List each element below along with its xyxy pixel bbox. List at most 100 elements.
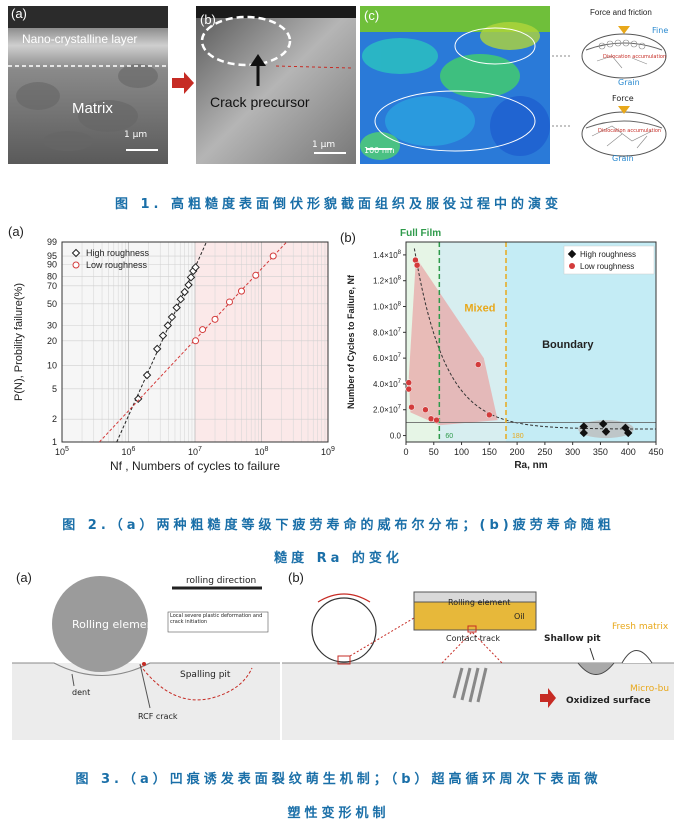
fig1-b-label: (b) (200, 12, 216, 27)
tick-label: 4.0×107 (373, 379, 402, 389)
fresh-matrix-label: Fresh matrix (612, 622, 669, 632)
tick-label: 99 (47, 237, 57, 247)
nano-layer-label: Nano-crystalline layer (22, 32, 138, 46)
fig1-grain-schematic (552, 26, 667, 157)
data-point (180, 287, 189, 297)
data-point (167, 312, 177, 322)
tick-label: 90 (47, 260, 57, 270)
x-axis-label: Ra, nm (514, 460, 547, 471)
legend-label: High roughness (86, 248, 150, 258)
fig1-panel-a-micrograph (8, 6, 168, 164)
data-point (486, 411, 493, 419)
tick-label: 1.4×108 (373, 250, 402, 260)
trend-curve (413, 248, 657, 430)
data-point (579, 428, 588, 438)
tick-label: 109 (321, 446, 335, 457)
data-point (624, 428, 633, 438)
tick-label: 50 (429, 447, 439, 457)
tick-label: 70 (47, 281, 57, 291)
tick-label: 1.2×108 (373, 276, 402, 286)
grain-label-top: Grain (618, 78, 640, 87)
tick-label: 2 (52, 414, 57, 424)
data-point (142, 370, 152, 380)
fig1-a-scale: 1 μm (124, 130, 148, 140)
rolling-element-label: Rolling element (72, 618, 158, 631)
data-point (158, 331, 168, 340)
tick-label: 300 (565, 447, 580, 457)
tick-label: 1.0×108 (373, 302, 402, 312)
data-point (601, 427, 611, 436)
data-point (211, 315, 219, 323)
legend-box (563, 245, 655, 275)
tick-label: 150 (482, 447, 497, 457)
x-axis-label: Nf , Numbers of cycles to failure (110, 459, 280, 473)
figure-2-caption-line1: 图 2.（a）两种粗糙度等级下疲劳寿命的威布尔分布；(b)疲劳寿命随粗 (62, 518, 615, 533)
data-point (191, 263, 200, 272)
oxidized-surface-label: Oxidized surface (566, 696, 651, 706)
data-point (422, 406, 429, 413)
low-roughness-envelope (408, 257, 498, 426)
data-point (599, 419, 608, 429)
data-point (237, 287, 245, 295)
fig1-a-label: (a) (11, 6, 27, 21)
data-point (152, 344, 162, 354)
tick-label: 80 (47, 271, 57, 281)
micro-bump-label: Micro-bu (630, 684, 670, 694)
plot-frame (61, 241, 329, 443)
tick-label: 2.0×107 (373, 405, 402, 415)
tick-label: 105 (55, 446, 69, 457)
tick-label: 95 (47, 251, 57, 261)
figure-3-caption-line1: 图 3.（a）凹痕诱发表面裂纹萌生机制；（b）超高循环周次下表面微 (75, 772, 602, 787)
tick-label: 100 (454, 447, 469, 457)
legend-marker (569, 263, 575, 269)
fig1-panel-c-ebsd-map (360, 6, 550, 164)
fig1-b-scale: 1 μm (312, 140, 336, 150)
data-point (474, 361, 482, 368)
fig1-c-label: (c) (364, 8, 380, 23)
rolling-direction-label: rolling direction (186, 576, 257, 586)
contact-track-label: Contact track (446, 634, 501, 643)
tick-label: 6.0×107 (373, 353, 402, 363)
legend-label: High roughness (580, 250, 636, 259)
y-axis-label: Number of Cycles to Failure, Nf (346, 274, 356, 409)
dislocation-note-bottom: Dislocation accumulation (598, 128, 662, 134)
legend-marker (72, 261, 80, 269)
data-point (186, 273, 196, 282)
chart-a-panel-label: (a) (8, 224, 24, 239)
data-point (427, 415, 435, 423)
data-point (408, 403, 415, 411)
data-point (433, 416, 440, 424)
tick-label: 250 (537, 447, 552, 457)
tick-label: 50 (47, 299, 57, 309)
legend-marker (567, 249, 577, 259)
fig3-rolling-element-label: Rolling element (448, 598, 511, 607)
fig3-panel-a-schematic (12, 576, 280, 740)
plot-frame (405, 241, 657, 443)
tick-label: 10 (47, 360, 57, 370)
tick-label: 0 (403, 447, 408, 457)
data-point (621, 423, 630, 433)
fig3-a-label: (a) (16, 570, 32, 585)
boundary-region (506, 242, 656, 442)
tick-label: 8.0×107 (373, 327, 402, 337)
boundary-label: Boundary (542, 339, 594, 351)
mixed-label: Mixed (464, 303, 495, 315)
data-point (225, 298, 233, 306)
figure-1-caption: 图 1. 高粗糙度表面倒伏形貌截面组织及服役过程中的演变 (114, 197, 563, 212)
spalling-pit-label: Spalling pit (180, 670, 231, 680)
vline-label: 60 (445, 433, 453, 440)
force-label: Force (612, 94, 634, 103)
fig1-c-scale: 100 nm (364, 146, 395, 155)
tick-label: 400 (621, 447, 636, 457)
data-point (184, 280, 193, 290)
legend-label: Low roughness (86, 260, 148, 270)
tick-label: 0.0 (390, 432, 402, 441)
full-film-label: Full Film (400, 228, 441, 239)
cycles-vs-ra-chart: 60 180 0.0 2.0×107 4.0×107 6.0×107 8.0×107 1.0×… (340, 228, 664, 471)
data-point (176, 294, 185, 304)
tick-label: 106 (122, 446, 136, 457)
rcf-crack-label: RCF crack (138, 712, 178, 721)
y-axis-label: P(N), Probility failure(%) (13, 283, 25, 401)
legend-marker (71, 248, 81, 258)
